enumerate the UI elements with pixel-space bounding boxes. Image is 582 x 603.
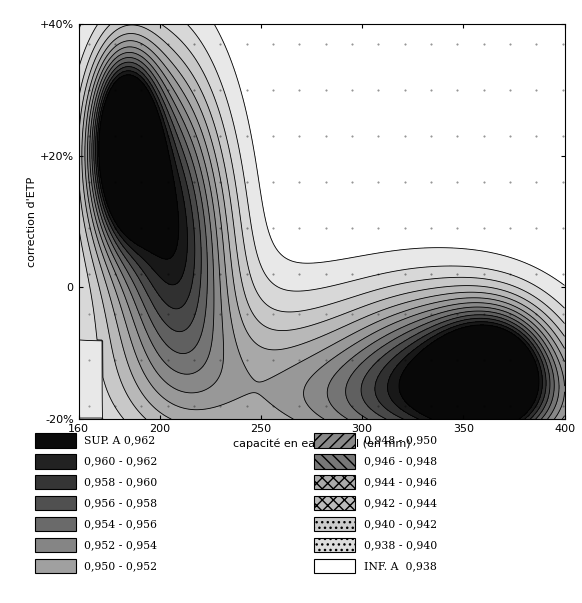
Bar xyxy=(35,538,76,552)
Text: 0,950 - 0,952: 0,950 - 0,952 xyxy=(84,561,158,571)
Text: 0,944 - 0,946: 0,944 - 0,946 xyxy=(364,477,436,487)
Bar xyxy=(314,538,355,552)
Bar xyxy=(314,517,355,531)
Text: 0,954 - 0,956: 0,954 - 0,956 xyxy=(84,519,157,529)
Text: 0,946 - 0,948: 0,946 - 0,948 xyxy=(364,456,437,466)
Bar xyxy=(314,559,355,573)
Text: 0,958 - 0,960: 0,958 - 0,960 xyxy=(84,477,158,487)
Bar xyxy=(35,454,76,469)
Text: 0,952 - 0,954: 0,952 - 0,954 xyxy=(84,540,157,550)
Bar xyxy=(314,475,355,490)
Bar xyxy=(35,496,76,511)
Bar xyxy=(35,559,76,573)
Bar xyxy=(35,475,76,490)
Bar xyxy=(314,433,355,447)
Text: 0,942 - 0,944: 0,942 - 0,944 xyxy=(364,498,436,508)
Text: 0,938 - 0,940: 0,938 - 0,940 xyxy=(364,540,437,550)
Text: 0,956 - 0,958: 0,956 - 0,958 xyxy=(84,498,158,508)
Text: INF. A  0,938: INF. A 0,938 xyxy=(364,561,436,571)
Bar xyxy=(35,517,76,531)
Bar xyxy=(35,433,76,447)
Text: 0,940 - 0,942: 0,940 - 0,942 xyxy=(364,519,437,529)
Text: SUP. A 0,962: SUP. A 0,962 xyxy=(84,435,155,445)
Y-axis label: correction d'ETP: correction d'ETP xyxy=(27,177,37,267)
X-axis label: capacité en eau du sol (en mm): capacité en eau du sol (en mm) xyxy=(233,438,410,449)
Bar xyxy=(314,454,355,469)
Bar xyxy=(314,496,355,511)
Text: 0,948 - 0,950: 0,948 - 0,950 xyxy=(364,435,437,445)
Text: 0,960 - 0,962: 0,960 - 0,962 xyxy=(84,456,158,466)
